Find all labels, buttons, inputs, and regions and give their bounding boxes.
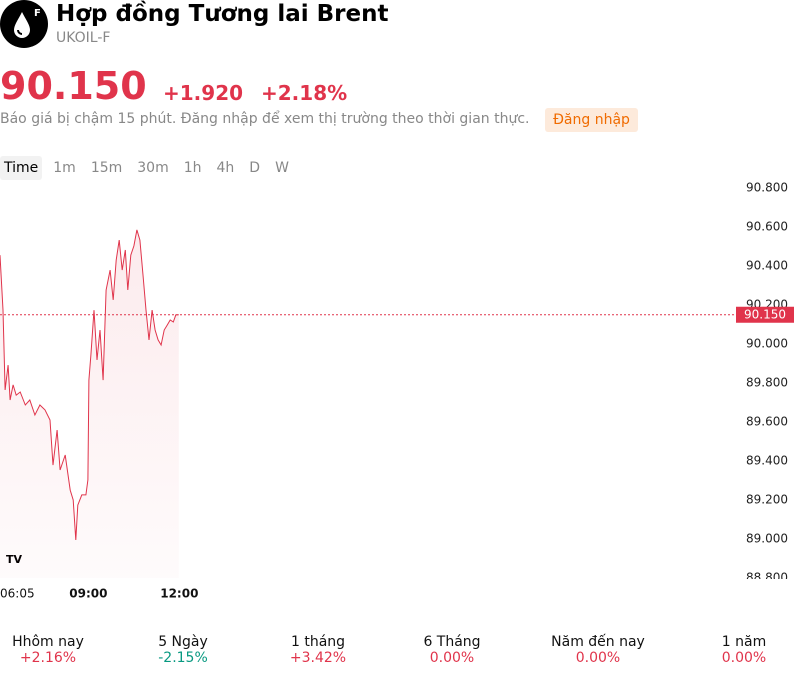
performance-value: -2.15% — [158, 650, 208, 666]
y-tick-label: 88.800 — [746, 571, 788, 585]
change: +1.920 — [163, 81, 244, 105]
y-tick-label: 90.600 — [746, 220, 788, 234]
symbol: UKOIL-F — [56, 30, 111, 46]
performance-value: +2.16% — [19, 650, 77, 666]
x-tick-label: 12:00 — [160, 587, 198, 601]
performance-value: 0.00% — [429, 650, 475, 666]
timeframe-tab[interactable]: D — [249, 160, 261, 176]
performance-label: Năm đến nay — [551, 634, 645, 650]
delay-note: Báo giá bị chậm 15 phút. Đăng nhập để xe… — [0, 111, 530, 127]
performance-label: Hhôm nay — [12, 634, 84, 650]
performance-value: 0.00% — [575, 650, 621, 666]
x-tick-label: 06:05 — [0, 587, 35, 601]
performance-value: +3.42% — [289, 650, 347, 666]
current-price-label: 90.150 — [744, 307, 786, 321]
current-price-tag — [736, 306, 794, 323]
login-button[interactable]: Đăng nhập — [545, 108, 638, 132]
price-line — [0, 229, 179, 541]
timeframe-tab[interactable]: 4h — [216, 160, 235, 176]
performance-value: 0.00% — [721, 650, 767, 666]
y-tick-label: 89.400 — [746, 454, 788, 468]
timeframe-tab[interactable]: W — [275, 160, 289, 176]
change-percent: +2.18% — [261, 81, 348, 105]
y-tick-label: 90.400 — [746, 259, 788, 273]
timeframe-tab[interactable]: 15m — [90, 160, 123, 176]
performance-label: 6 Tháng — [423, 634, 481, 650]
price: 90.150 — [0, 64, 147, 108]
area — [0, 229, 179, 578]
timeframe-tab[interactable]: Time — [0, 156, 43, 180]
x-tick-label: 09:00 — [69, 587, 107, 601]
timeframe-tabs: Time 1m 15m 30m 1h 4h D W — [0, 156, 300, 180]
performance-item[interactable]: 6 Tháng 0.00% — [392, 634, 512, 666]
title: Hợp đồng Tương lai Brent — [56, 1, 389, 27]
logo: F — [0, 0, 48, 48]
performance-item[interactable]: Hhôm nay +2.16% — [0, 634, 108, 666]
y-tick-label: 89.000 — [746, 532, 788, 546]
y-tick-label: 89.200 — [746, 493, 788, 507]
y-tick-label: 90.000 — [746, 337, 788, 351]
performance-item[interactable]: 1 tháng +3.42% — [258, 634, 378, 666]
performance-label: 1 năm — [721, 634, 767, 650]
y-tick-label: 89.800 — [746, 376, 788, 390]
y-tick-label: 89.600 — [746, 415, 788, 429]
performance-label: 1 tháng — [290, 634, 346, 650]
performance-label: 5 Ngày — [158, 634, 208, 650]
performance-item[interactable]: Năm đến nay 0.00% — [538, 634, 658, 666]
timeframe-tab[interactable]: 1m — [53, 160, 76, 176]
performance-item[interactable]: 1 năm 0.00% — [684, 634, 800, 666]
y-tick-label: 90.800 — [746, 181, 788, 195]
timeframe-tab[interactable]: 30m — [137, 160, 169, 176]
performance-item[interactable]: 5 Ngày -2.15% — [123, 634, 243, 666]
timeframe-tab[interactable]: 1h — [183, 160, 202, 176]
svg-text:F: F — [34, 8, 41, 19]
